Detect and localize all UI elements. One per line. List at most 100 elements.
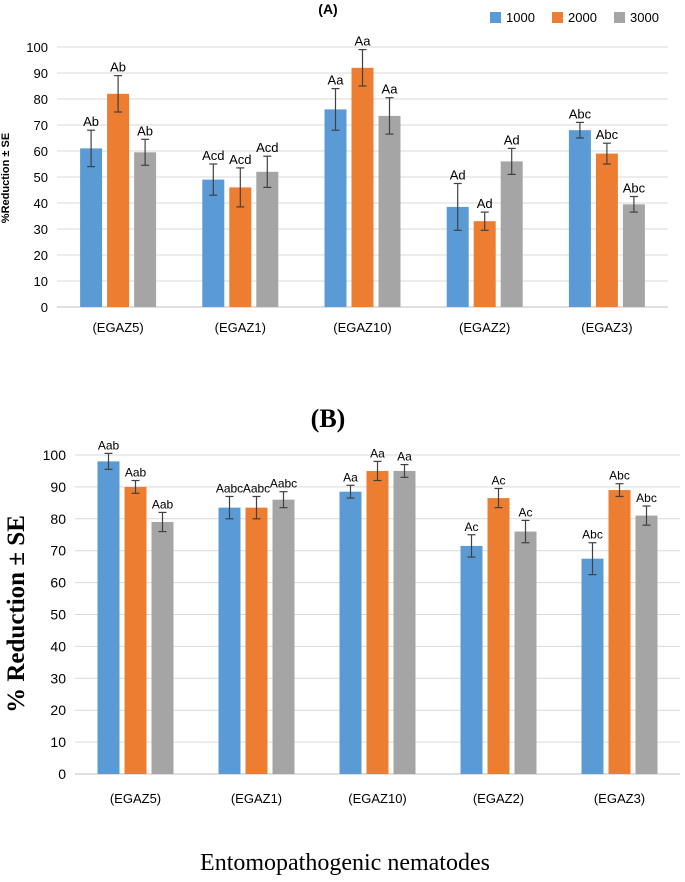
data-label: Ad <box>504 132 520 147</box>
data-label: Ab <box>110 60 126 75</box>
data-label: Abc <box>609 469 630 483</box>
legend-swatch-3000 <box>614 12 625 23</box>
legend-swatch-1000 <box>490 12 501 23</box>
bar-2000-egaz2 <box>473 221 496 307</box>
data-label: Aa <box>328 73 345 88</box>
data-label: Aab <box>152 497 174 511</box>
bar-3000-egaz1 <box>272 499 295 774</box>
y-tick-label: 0 <box>58 766 66 782</box>
data-label: Abc <box>569 106 592 121</box>
bar-1000-egaz10 <box>324 109 347 308</box>
bar-2000-egaz2 <box>487 498 510 774</box>
data-label: Aa <box>355 34 372 49</box>
y-tick-label: 10 <box>50 734 66 750</box>
x-tick-label: (EGAZ5) <box>92 320 143 335</box>
y-tick-label: 60 <box>50 575 66 591</box>
bar-2000-egaz1 <box>245 507 268 774</box>
chart-a-legend: 1000 2000 3000 <box>490 10 659 25</box>
chart-b: (B) % Reduction ± SE 0 10 20 30 40 50 60 70 80 90… <box>3 404 680 876</box>
y-tick-label: 100 <box>43 447 67 463</box>
y-tick-label: 30 <box>50 670 66 686</box>
data-label: Ac <box>491 473 505 487</box>
data-label: Ac <box>518 505 532 519</box>
y-tick-label: 90 <box>34 66 48 81</box>
y-tick-label: 100 <box>26 40 48 55</box>
y-tick-label: 70 <box>34 118 48 133</box>
bar-1000-egaz3 <box>568 130 591 307</box>
y-tick-label: 0 <box>41 300 48 315</box>
bar-3000-egaz2 <box>514 531 537 774</box>
bar-2000-egaz3 <box>595 153 618 307</box>
y-tick-label: 50 <box>50 607 66 623</box>
legend-label-3000: 3000 <box>630 10 659 25</box>
y-tick-label: 50 <box>34 170 48 185</box>
bar-2000-egaz5 <box>124 486 147 774</box>
y-tick-label: 70 <box>50 543 66 559</box>
y-tick-label: 80 <box>50 511 66 527</box>
y-tick-label: 90 <box>50 479 66 495</box>
bar-2000-egaz10 <box>351 67 374 307</box>
bar-1000-egaz1 <box>202 179 225 307</box>
bar-1000-egaz3 <box>581 558 604 774</box>
bar-1000-egaz5 <box>97 461 120 774</box>
bar-3000-egaz10 <box>393 470 416 774</box>
data-label: Ac <box>464 520 478 534</box>
data-label: Abc <box>582 528 603 542</box>
chart-a-y-axis-label: %Reduction ± SE <box>0 133 12 223</box>
legend-label-2000: 2000 <box>568 10 597 25</box>
y-tick-label: 60 <box>34 144 48 159</box>
chart-a-bars: Ab Ab Ab Acd Acd Acd Aa Aa Aa Ad Ad Ad Abc Abc Abc <box>80 34 646 308</box>
chart-b-y-axis-label: % Reduction ± SE <box>3 515 30 713</box>
y-tick-label: 20 <box>50 702 66 718</box>
data-label: Aa <box>382 82 399 97</box>
y-tick-label: 10 <box>34 274 48 289</box>
y-tick-label: 40 <box>50 638 66 654</box>
data-label: Ad <box>477 196 493 211</box>
bar-3000-egaz2 <box>500 161 523 307</box>
x-tick-label: (EGAZ2) <box>473 791 524 806</box>
bar-2000-egaz3 <box>608 490 631 774</box>
y-tick-label: 40 <box>34 196 48 211</box>
x-tick-label: (EGAZ1) <box>231 791 282 806</box>
data-label: Aabc <box>270 477 297 491</box>
legend-swatch-2000 <box>552 12 563 23</box>
x-tick-label: (EGAZ1) <box>215 320 266 335</box>
data-label: Aab <box>125 466 147 480</box>
x-tick-label: (EGAZ10) <box>348 791 407 806</box>
bar-3000-egaz5 <box>151 521 174 774</box>
data-label: Aa <box>397 450 412 464</box>
data-label: Aa <box>343 470 358 484</box>
data-label: Aabc <box>243 481 270 495</box>
bar-2000-egaz10 <box>366 470 389 774</box>
bar-3000-egaz5 <box>134 152 157 307</box>
data-label: Acd <box>202 148 224 163</box>
x-tick-label: (EGAZ3) <box>581 320 632 335</box>
data-label: Acd <box>229 152 251 167</box>
data-label: Abc <box>636 491 657 505</box>
data-label: Aa <box>370 446 385 460</box>
data-label: Abc <box>596 127 619 142</box>
chart-b-title: (B) <box>311 404 346 433</box>
bar-1000-egaz1 <box>218 507 241 774</box>
x-tick-label: (EGAZ2) <box>459 320 510 335</box>
data-label: Aabc <box>216 481 243 495</box>
data-label: Ab <box>137 123 153 138</box>
data-label: Acd <box>256 140 278 155</box>
bar-3000-egaz10 <box>378 115 401 308</box>
bar-1000-egaz10 <box>339 491 362 774</box>
chart-a: (A) %Reduction ± SE 0 10 20 30 40 50 60 70 80 90 1… <box>0 1 668 335</box>
y-tick-label: 20 <box>34 248 48 263</box>
x-tick-label: (EGAZ10) <box>333 320 392 335</box>
bar-3000-egaz3 <box>622 204 645 307</box>
chart-b-x-ticks: (EGAZ5) (EGAZ1) (EGAZ10) (EGAZ2) (EGAZ3) <box>110 791 645 806</box>
bar-2000-egaz5 <box>107 93 130 307</box>
data-label: Ab <box>83 114 99 129</box>
chart-a-y-ticks: 0 10 20 30 40 50 60 70 80 90 100 <box>26 40 48 315</box>
data-label: Abc <box>623 181 646 196</box>
bar-1000-egaz2 <box>446 206 469 307</box>
data-label: Aab <box>98 438 120 452</box>
chart-a-title: (A) <box>318 1 337 17</box>
y-tick-label: 80 <box>34 92 48 107</box>
bar-2000-egaz1 <box>229 187 252 307</box>
